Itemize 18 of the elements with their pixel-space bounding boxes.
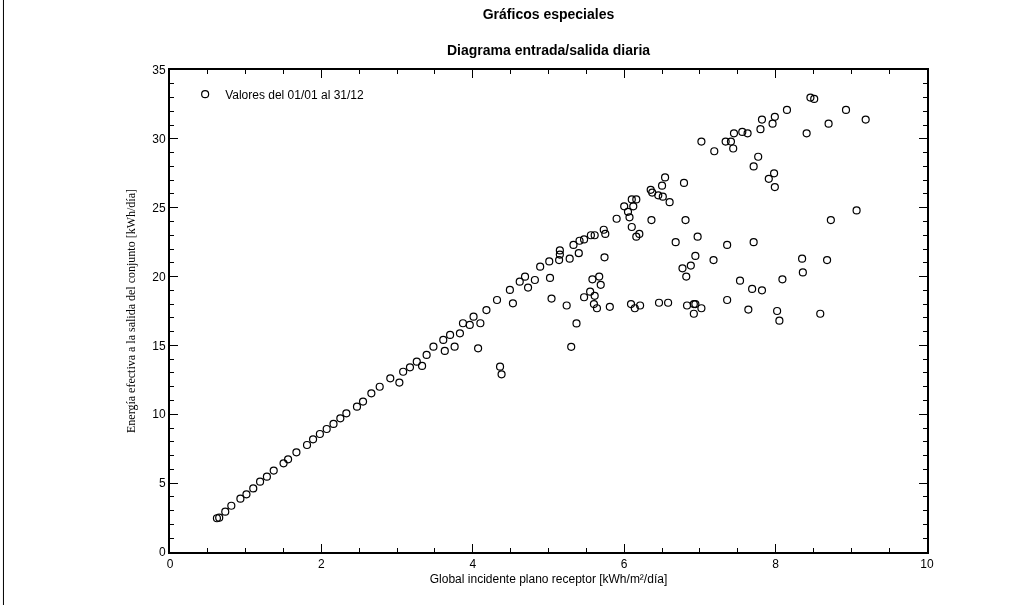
y-axis-title: Energía efectiva a la salida del conjunto [kWh/día]: [124, 188, 138, 434]
x-tick-label: 8: [772, 557, 780, 572]
x-tick-label: 10: [920, 557, 934, 572]
x-tick-label: 6: [620, 557, 628, 572]
y-tick-label: 5: [158, 476, 166, 491]
y-tick-label: 10: [152, 407, 166, 422]
chart-subtitle: Diagrama entrada/salida diaria: [447, 42, 651, 58]
y-tick-label: 15: [152, 338, 166, 353]
y-tick-label: 0: [158, 545, 166, 560]
x-axis-title: Global incidente plano receptor [kWh/m²/día]: [429, 571, 668, 586]
x-tick-label: 2: [318, 557, 326, 572]
y-tick-label: 20: [152, 269, 166, 284]
y-tick-label: 30: [152, 132, 166, 147]
y-tick-label: 35: [152, 63, 166, 78]
x-tick-label: 4: [469, 557, 477, 572]
y-tick-label: 25: [152, 200, 166, 215]
chart-title: Gráficos especiales: [482, 5, 615, 22]
legend-label: Valores del 01/01 al 31/12: [225, 87, 365, 102]
